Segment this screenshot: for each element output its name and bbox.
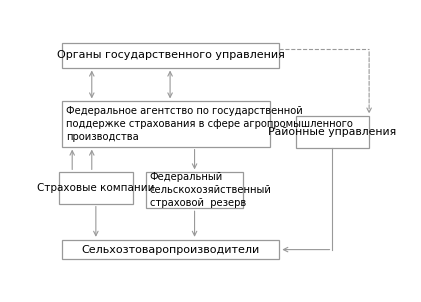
Text: Страховые компании: Страховые компании [37, 183, 155, 193]
Text: Федеральное агентство по государственной
поддержке страхования в сфере агропромы: Федеральное агентство по государственной… [67, 106, 353, 142]
Text: Районные управления: Районные управления [268, 127, 397, 137]
Bar [59, 172, 133, 204]
Bar [62, 240, 280, 259]
Bar [62, 101, 269, 147]
Bar [62, 43, 280, 68]
Text: Сельхозтоваропроизводители: Сельхозтоваропроизводители [82, 245, 260, 255]
Bar [296, 117, 369, 148]
Text: Органы государственного управления: Органы государственного управления [57, 50, 285, 60]
Bar [146, 172, 243, 208]
Text: Федеральный
сельскохозяйственный
страховой  резерв: Федеральный сельскохозяйственный страхов… [149, 172, 272, 208]
